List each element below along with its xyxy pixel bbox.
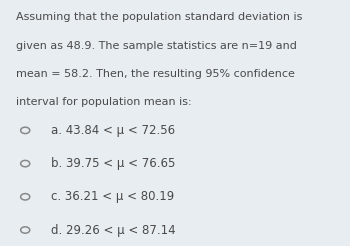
Text: c. 36.21 < μ < 80.19: c. 36.21 < μ < 80.19 (51, 190, 174, 203)
Text: a. 43.84 < μ < 72.56: a. 43.84 < μ < 72.56 (51, 124, 175, 137)
Text: Assuming that the population standard deviation is: Assuming that the population standard de… (16, 12, 302, 22)
Text: given as 48.9. The sample statistics are n=19 and: given as 48.9. The sample statistics are… (16, 41, 297, 51)
Text: mean = 58.2. Then, the resulting 95% confidence: mean = 58.2. Then, the resulting 95% con… (16, 69, 295, 79)
Text: interval for population mean is:: interval for population mean is: (16, 97, 191, 107)
Text: b. 39.75 < μ < 76.65: b. 39.75 < μ < 76.65 (51, 157, 175, 170)
Text: d. 29.26 < μ < 87.14: d. 29.26 < μ < 87.14 (51, 224, 175, 236)
